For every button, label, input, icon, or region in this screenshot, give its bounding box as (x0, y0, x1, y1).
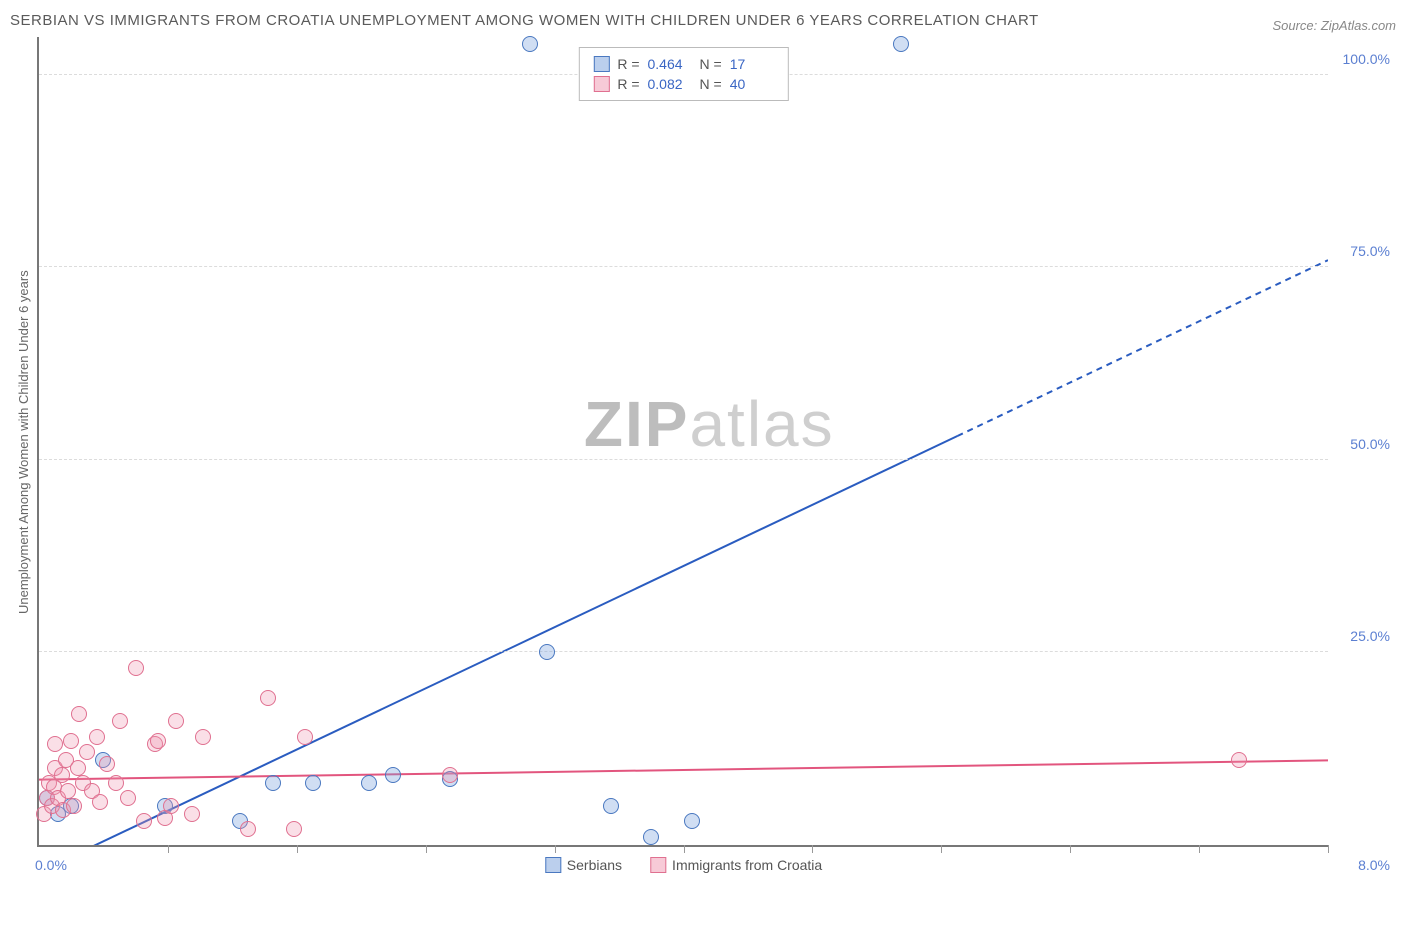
x-tick (1070, 845, 1071, 853)
trend-lines (39, 37, 1328, 845)
scatter-point (286, 821, 302, 837)
scatter-point (92, 794, 108, 810)
chart-title: SERBIAN VS IMMIGRANTS FROM CROATIA UNEMP… (10, 10, 1039, 33)
x-tick (684, 845, 685, 853)
y-tick-label: 50.0% (1350, 436, 1390, 452)
legend-label-serbians: Serbians (567, 857, 622, 873)
scatter-point (522, 36, 538, 52)
scatter-point (54, 767, 70, 783)
swatch-blue-icon (545, 857, 561, 873)
gridline (39, 651, 1328, 652)
x-axis-max-label: 8.0% (1358, 857, 1390, 873)
chart-container: Unemployment Among Women with Children U… (10, 37, 1396, 847)
y-tick-label: 25.0% (1350, 628, 1390, 644)
scatter-point (128, 660, 144, 676)
scatter-point (385, 767, 401, 783)
scatter-point (108, 775, 124, 791)
scatter-point (297, 729, 313, 745)
scatter-point (893, 36, 909, 52)
scatter-point (99, 756, 115, 772)
x-tick (812, 845, 813, 853)
watermark-light: atlas (689, 388, 834, 460)
trend-line-dashed (957, 260, 1328, 436)
scatter-point (66, 798, 82, 814)
scatter-point (163, 798, 179, 814)
legend-label-croatia: Immigrants from Croatia (672, 857, 822, 873)
source-label: Source: ZipAtlas.com (1272, 18, 1396, 33)
scatter-point (240, 821, 256, 837)
scatter-point (63, 733, 79, 749)
scatter-point (120, 790, 136, 806)
legend-item-serbians: Serbians (545, 857, 622, 873)
x-tick (941, 845, 942, 853)
r-value-serbians: 0.464 (648, 56, 692, 72)
trend-line-solid (39, 760, 1328, 779)
scatter-point (684, 813, 700, 829)
n-value-serbians: 17 (730, 56, 774, 72)
gridline (39, 266, 1328, 267)
r-value-croatia: 0.082 (648, 76, 692, 92)
legend-item-croatia: Immigrants from Croatia (650, 857, 822, 873)
scatter-point (47, 736, 63, 752)
trend-line-solid (63, 436, 957, 845)
scatter-point (136, 813, 152, 829)
scatter-plot: R = 0.464 N = 17 R = 0.082 N = 40 ZIPatl… (37, 37, 1328, 847)
scatter-point (71, 706, 87, 722)
x-tick (168, 845, 169, 853)
x-tick (555, 845, 556, 853)
x-axis-min-label: 0.0% (35, 857, 67, 873)
watermark: ZIPatlas (584, 387, 835, 461)
y-axis-label: Unemployment Among Women with Children U… (10, 37, 37, 847)
scatter-point (643, 829, 659, 845)
scatter-point (184, 806, 200, 822)
x-tick (426, 845, 427, 853)
scatter-point (195, 729, 211, 745)
scatter-point (260, 690, 276, 706)
x-tick (1328, 845, 1329, 853)
scatter-point (60, 783, 76, 799)
legend-stats: R = 0.464 N = 17 R = 0.082 N = 40 (578, 47, 788, 101)
legend-stats-row-croatia: R = 0.082 N = 40 (593, 74, 773, 94)
scatter-point (79, 744, 95, 760)
scatter-point (361, 775, 377, 791)
n-label: N = (700, 76, 722, 92)
scatter-point (305, 775, 321, 791)
scatter-point (89, 729, 105, 745)
scatter-point (1231, 752, 1247, 768)
gridline (39, 459, 1328, 460)
watermark-bold: ZIP (584, 388, 690, 460)
scatter-point (70, 760, 86, 776)
scatter-point (265, 775, 281, 791)
n-label: N = (700, 56, 722, 72)
swatch-pink-icon (650, 857, 666, 873)
scatter-point (150, 733, 166, 749)
n-value-croatia: 40 (730, 76, 774, 92)
r-label: R = (617, 76, 639, 92)
legend-series: Serbians Immigrants from Croatia (545, 857, 822, 873)
y-tick-label: 75.0% (1350, 243, 1390, 259)
legend-stats-row-serbians: R = 0.464 N = 17 (593, 54, 773, 74)
y-tick-label: 100.0% (1343, 51, 1390, 67)
scatter-point (603, 798, 619, 814)
scatter-point (168, 713, 184, 729)
x-tick (1199, 845, 1200, 853)
scatter-point (442, 767, 458, 783)
swatch-blue-icon (593, 56, 609, 72)
swatch-pink-icon (593, 76, 609, 92)
scatter-point (112, 713, 128, 729)
r-label: R = (617, 56, 639, 72)
x-tick (297, 845, 298, 853)
scatter-point (539, 644, 555, 660)
